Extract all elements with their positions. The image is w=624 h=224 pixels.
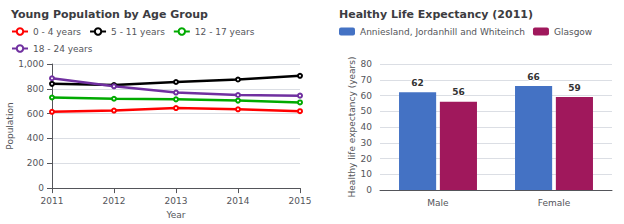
svg-text:800: 800 [27, 84, 44, 94]
svg-text:Year: Year [165, 210, 185, 220]
svg-text:50: 50 [361, 106, 373, 116]
svg-text:12 - 17 years: 12 - 17 years [195, 27, 255, 37]
svg-text:Healthy life expectancy (years: Healthy life expectancy (years) [347, 57, 357, 198]
svg-text:0 - 4 years: 0 - 4 years [33, 27, 81, 37]
svg-text:66: 66 [527, 72, 540, 82]
svg-text:40: 40 [361, 122, 373, 132]
svg-text:60: 60 [361, 91, 373, 101]
svg-text:30: 30 [361, 138, 373, 148]
svg-text:20: 20 [361, 154, 373, 164]
svg-text:1,000: 1,000 [18, 59, 44, 69]
svg-text:62: 62 [411, 78, 424, 88]
svg-text:2014: 2014 [227, 196, 250, 206]
svg-text:56: 56 [452, 87, 465, 97]
svg-text:18 - 24 years: 18 - 24 years [33, 44, 93, 54]
svg-text:2012: 2012 [103, 196, 126, 206]
svg-text:5 - 11 years: 5 - 11 years [111, 27, 165, 37]
svg-text:80: 80 [361, 59, 373, 69]
svg-text:Anniesland, Jordanhill and Whi: Anniesland, Jordanhill and Whiteinch [360, 27, 525, 37]
svg-text:200: 200 [27, 158, 44, 168]
svg-text:0: 0 [366, 185, 372, 195]
svg-text:59: 59 [568, 83, 581, 93]
svg-text:2015: 2015 [289, 196, 312, 206]
svg-text:Young Population by Age Group: Young Population by Age Group [10, 8, 208, 21]
svg-text:Healthy Life Expectancy (2011): Healthy Life Expectancy (2011) [339, 8, 533, 21]
svg-text:Glasgow: Glasgow [554, 27, 592, 37]
svg-text:70: 70 [361, 75, 373, 85]
svg-text:400: 400 [27, 133, 44, 143]
svg-text:10: 10 [361, 169, 373, 179]
svg-text:Population: Population [5, 102, 15, 149]
svg-text:Female: Female [538, 198, 571, 208]
svg-text:2013: 2013 [165, 196, 188, 206]
svg-text:0: 0 [38, 183, 44, 193]
svg-text:Male: Male [427, 198, 449, 208]
svg-text:600: 600 [27, 109, 44, 119]
svg-text:2011: 2011 [41, 196, 64, 206]
